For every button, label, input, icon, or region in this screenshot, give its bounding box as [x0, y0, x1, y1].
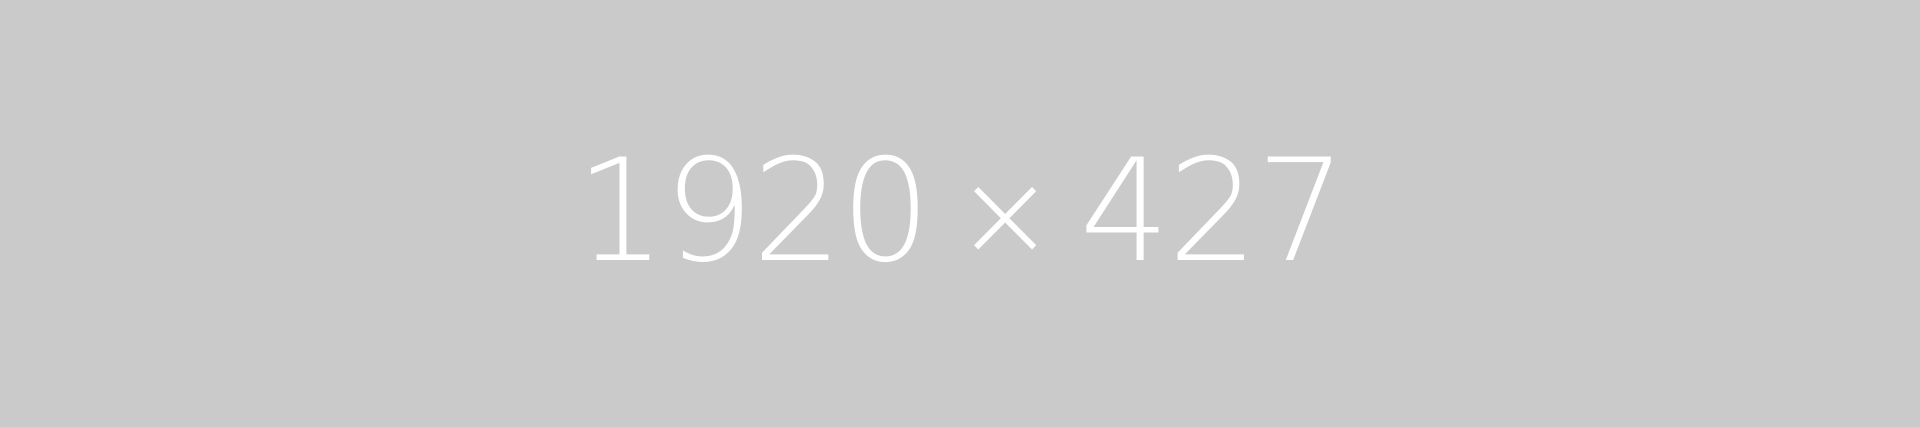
times-separator: ×	[954, 145, 1056, 285]
height-text: 427	[1079, 128, 1346, 294]
dimensions-label: 1920 × 427	[575, 128, 1347, 294]
width-text: 1920	[575, 128, 931, 294]
